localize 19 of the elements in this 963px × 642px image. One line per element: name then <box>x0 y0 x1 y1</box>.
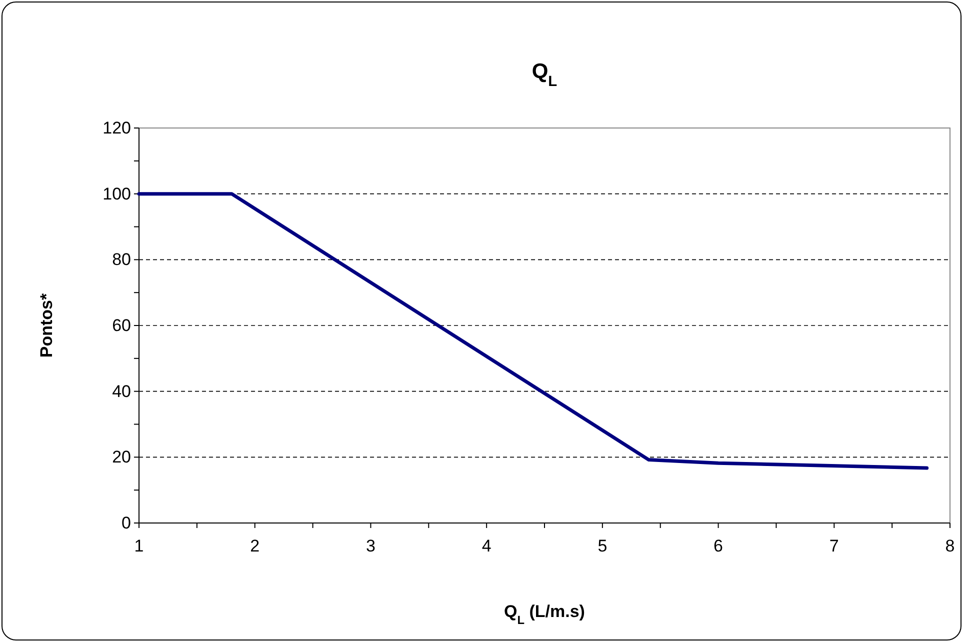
y-tick-label: 0 <box>122 513 131 532</box>
y-tick-label: 100 <box>102 184 131 204</box>
y-tick-label: 40 <box>112 382 131 401</box>
y-tick-label: 80 <box>112 250 131 270</box>
x-tick-label: 4 <box>482 536 492 556</box>
line-series <box>137 192 929 470</box>
y-tick-label: 20 <box>112 448 131 467</box>
x-tick-label: 8 <box>945 536 955 556</box>
x-tick-label: 2 <box>250 536 260 556</box>
x-tick-label: 5 <box>598 536 608 556</box>
x-tick-label: 1 <box>134 536 144 556</box>
y-tick-label: 120 <box>102 118 131 138</box>
x-axis-title: Q$_{L}$ (L/m.s) <box>504 602 585 627</box>
chart-title: Q$_{L}$ <box>532 60 558 90</box>
x-tick-label: 6 <box>714 536 724 556</box>
y-tick-label: 60 <box>112 316 131 335</box>
x-tick-label: 7 <box>829 536 839 556</box>
x-tick-label: 3 <box>366 536 376 556</box>
y-axis-title: Pontos* <box>37 293 56 358</box>
